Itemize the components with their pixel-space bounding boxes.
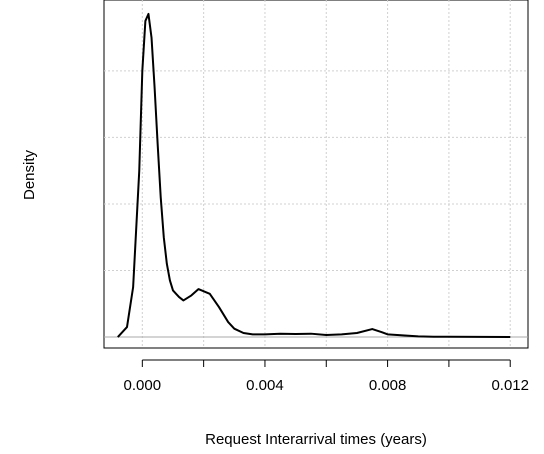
x-tick-label: 0.000 — [124, 377, 162, 394]
x-axis-label: Request Interarrival times (years) — [205, 431, 427, 448]
plot-frame — [103, 0, 529, 349]
y-axis-label: Density — [21, 149, 38, 200]
x-tick-label: 0.004 — [246, 377, 284, 394]
x-tick-label: 0.012 — [491, 377, 529, 394]
density-line — [117, 12, 511, 339]
x-tick-label: 0.008 — [369, 377, 407, 394]
